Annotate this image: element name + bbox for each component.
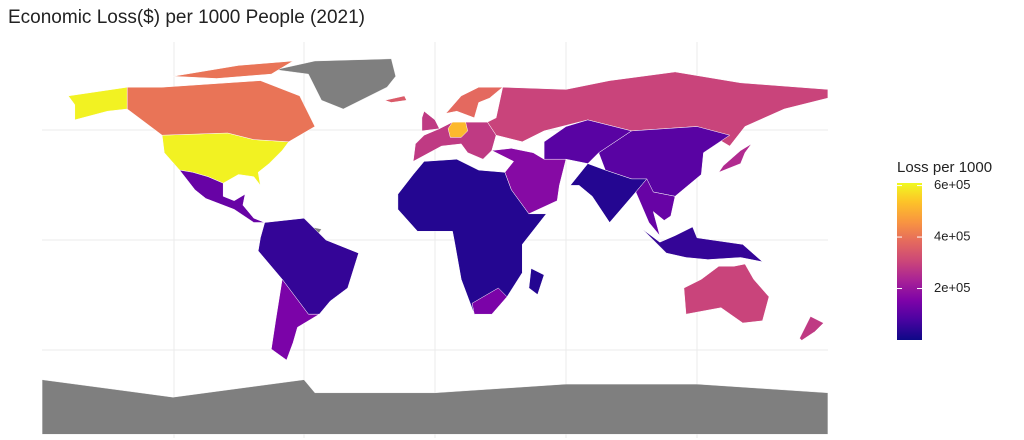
colorbar-tick-label: 6e+05 <box>934 177 971 192</box>
region <box>718 143 752 173</box>
colorbar <box>897 183 922 340</box>
region <box>490 148 567 215</box>
region <box>397 158 547 315</box>
region <box>67 86 128 121</box>
region <box>683 263 770 324</box>
region <box>421 110 440 132</box>
no-data-region <box>275 58 396 110</box>
region <box>799 316 825 341</box>
region <box>445 86 504 119</box>
region <box>528 268 545 296</box>
region <box>257 217 359 315</box>
region <box>543 119 633 164</box>
region <box>412 121 497 162</box>
region <box>161 132 290 186</box>
region <box>179 169 265 223</box>
region <box>172 60 294 79</box>
region <box>635 178 676 236</box>
region <box>642 226 764 263</box>
regions <box>67 60 829 361</box>
region <box>447 121 468 138</box>
region <box>383 95 407 103</box>
no-data-region <box>41 379 829 435</box>
colorbar-tick-label: 4e+05 <box>934 228 971 243</box>
chart-title: Economic Loss($) per 1000 People (2021) <box>8 7 365 28</box>
region <box>271 278 321 361</box>
legend-title: Loss per 1000 <box>897 159 992 176</box>
legend: 2e+05 4e+05 6e+05 <box>897 177 971 340</box>
region <box>126 80 316 143</box>
colorbar-tick-label: 2e+05 <box>934 280 971 295</box>
region <box>471 287 508 315</box>
